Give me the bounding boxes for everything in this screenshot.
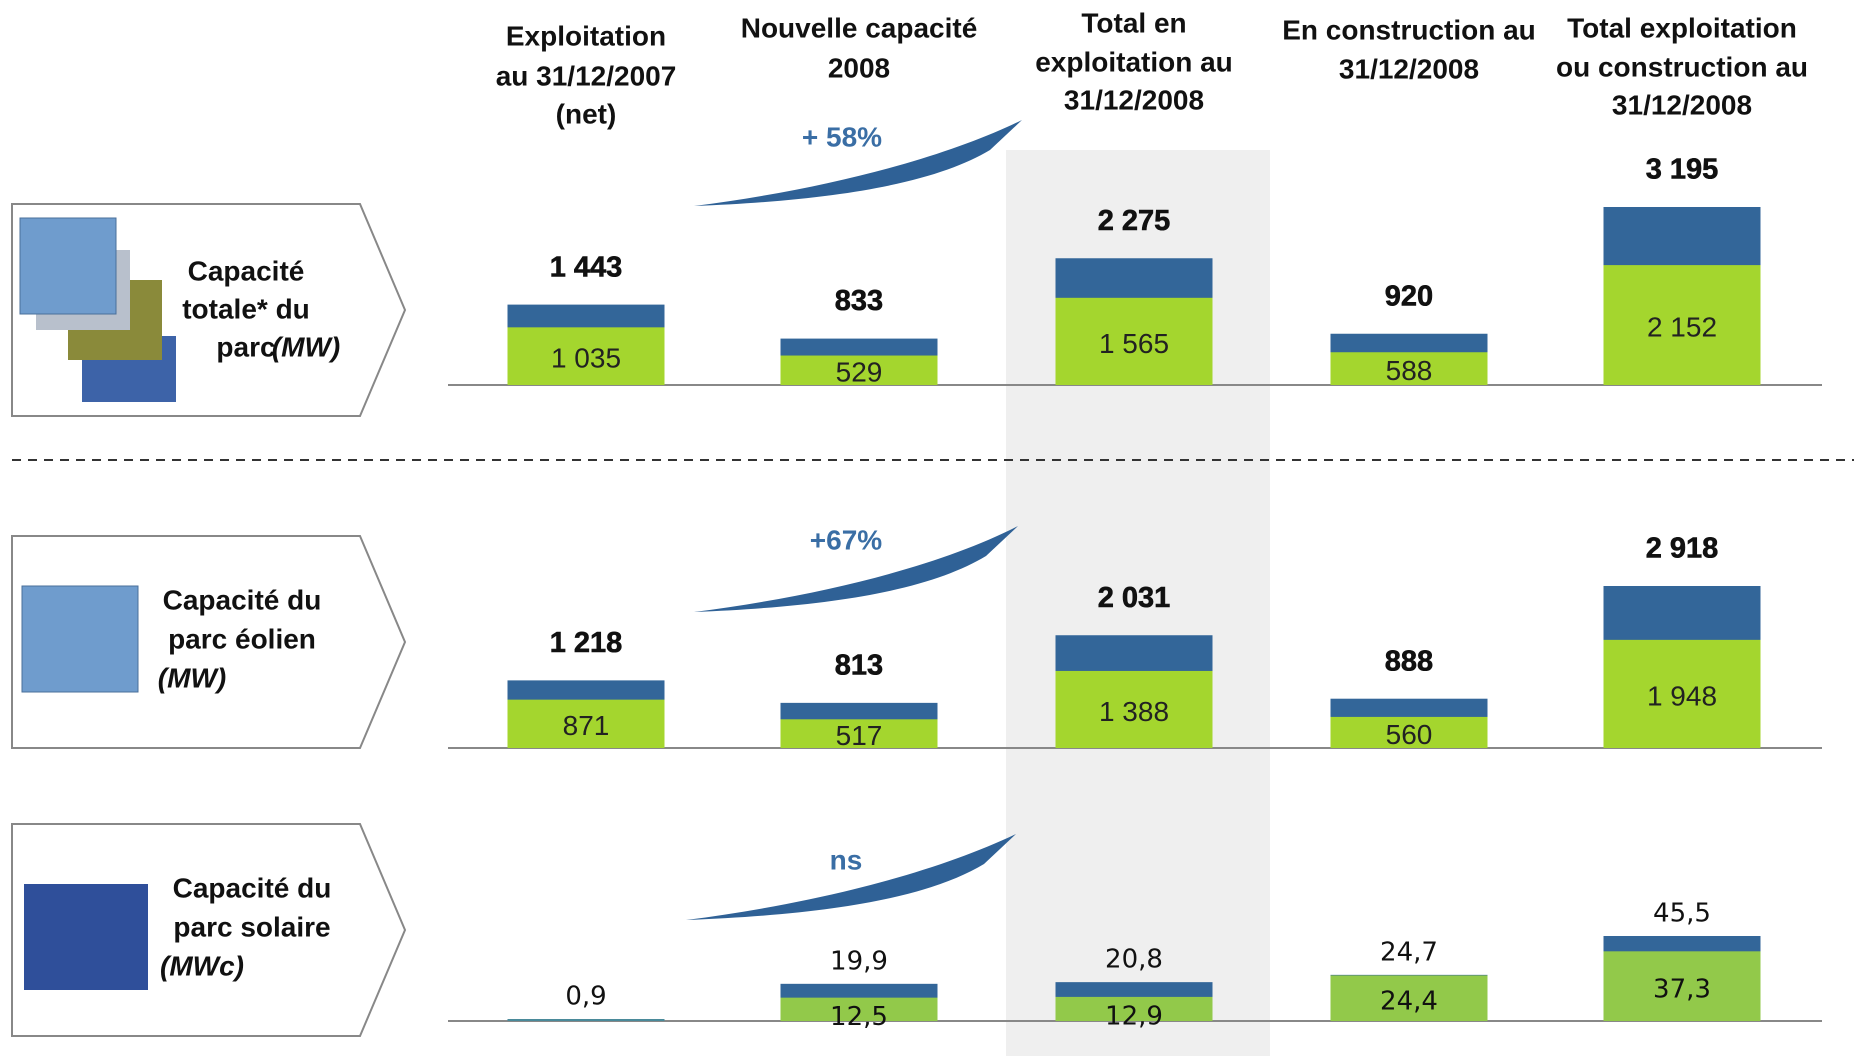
bar-segment [1330,716,1488,748]
growth-annotation: +67% [810,524,882,555]
total-label: 2 918 [1646,533,1719,565]
bar-segment [1603,951,1761,1021]
arrows [686,120,1022,920]
row-label: parc [216,331,275,362]
value-label: 1 388 [1099,696,1169,727]
row-label: parc éolien [168,623,316,654]
growth-annotation: ns [830,844,863,875]
row-unit: (MWc) [160,950,244,981]
bar-segment [1055,996,1213,1021]
column-header: au 31/12/2007 [496,60,677,91]
total-label: 19,9 [830,946,888,976]
bar-segment [1055,297,1213,385]
value-label: 12,9 [1105,1001,1163,1031]
total-label: 888 [1385,645,1433,677]
value-label: 871 [563,710,610,741]
column-header: (net) [556,98,617,129]
total-label: 833 [835,285,883,317]
value-label: 12,5 [830,1002,888,1032]
value-label: 1 948 [1647,680,1717,711]
bar-segment [507,699,665,748]
icon [19,217,117,315]
bar-segment [780,997,938,1021]
total-label: 45,5 [1653,899,1711,929]
value-label: 1 565 [1099,328,1169,359]
column-header: 31/12/2008 [1064,84,1204,115]
row-label: Capacité du [173,872,332,903]
bar-segment [1603,265,1761,385]
growth-annotation: + 58% [802,121,882,152]
bar-segment [780,719,938,748]
bar-segment [1055,670,1213,748]
column-header: En construction au [1282,14,1536,45]
icon [21,585,139,693]
row-label: Capacité [188,255,305,286]
total-label: 3 195 [1646,154,1719,186]
bar-segment [1330,975,1488,1021]
value-label: 529 [836,357,883,388]
bar-segment [507,327,665,385]
row-label: parc solaire [173,911,330,942]
icon [24,884,148,990]
total-label: 813 [835,650,883,682]
column-header: Exploitation [506,20,666,51]
total-label: 24,7 [1380,937,1438,967]
column-header: exploitation au [1035,46,1233,77]
arrow [694,526,1018,612]
column-header: 31/12/2008 [1612,89,1752,120]
value-label: 560 [1386,719,1433,750]
total-label: 2 031 [1098,582,1171,614]
icons [19,217,176,990]
bar-segment [780,355,938,385]
row-label: totale* du [182,293,310,324]
value-label: 517 [836,720,883,751]
arrow [686,834,1016,920]
column-header: Nouvelle capacité [741,12,978,43]
row-label: Capacité du [163,584,322,615]
bar-segment [1603,639,1761,748]
total-label: 2 275 [1098,205,1171,237]
column-header: 31/12/2008 [1339,53,1479,84]
value-label: 2 152 [1647,311,1717,342]
total-label: 920 [1385,280,1433,312]
total-label: 20,8 [1105,945,1163,975]
value-label: 1 035 [551,343,621,374]
column-header: Total exploitation [1567,12,1797,43]
row-unit: (MW) [158,662,226,693]
arrow [694,120,1022,206]
value-label: 24,4 [1380,987,1438,1017]
column-header: Total en [1081,7,1186,38]
value-label: 37,3 [1653,975,1711,1005]
total-label: 0,9 [565,982,606,1012]
column-header: 2008 [828,52,890,83]
value-label: 588 [1386,355,1433,386]
row-unit: (MW) [272,331,340,362]
bar-total [507,1019,665,1021]
column-header: ou construction au [1556,51,1808,82]
bar-segment [1330,352,1488,385]
total-label: 1 218 [550,627,623,659]
total-label: 1 443 [550,251,623,283]
